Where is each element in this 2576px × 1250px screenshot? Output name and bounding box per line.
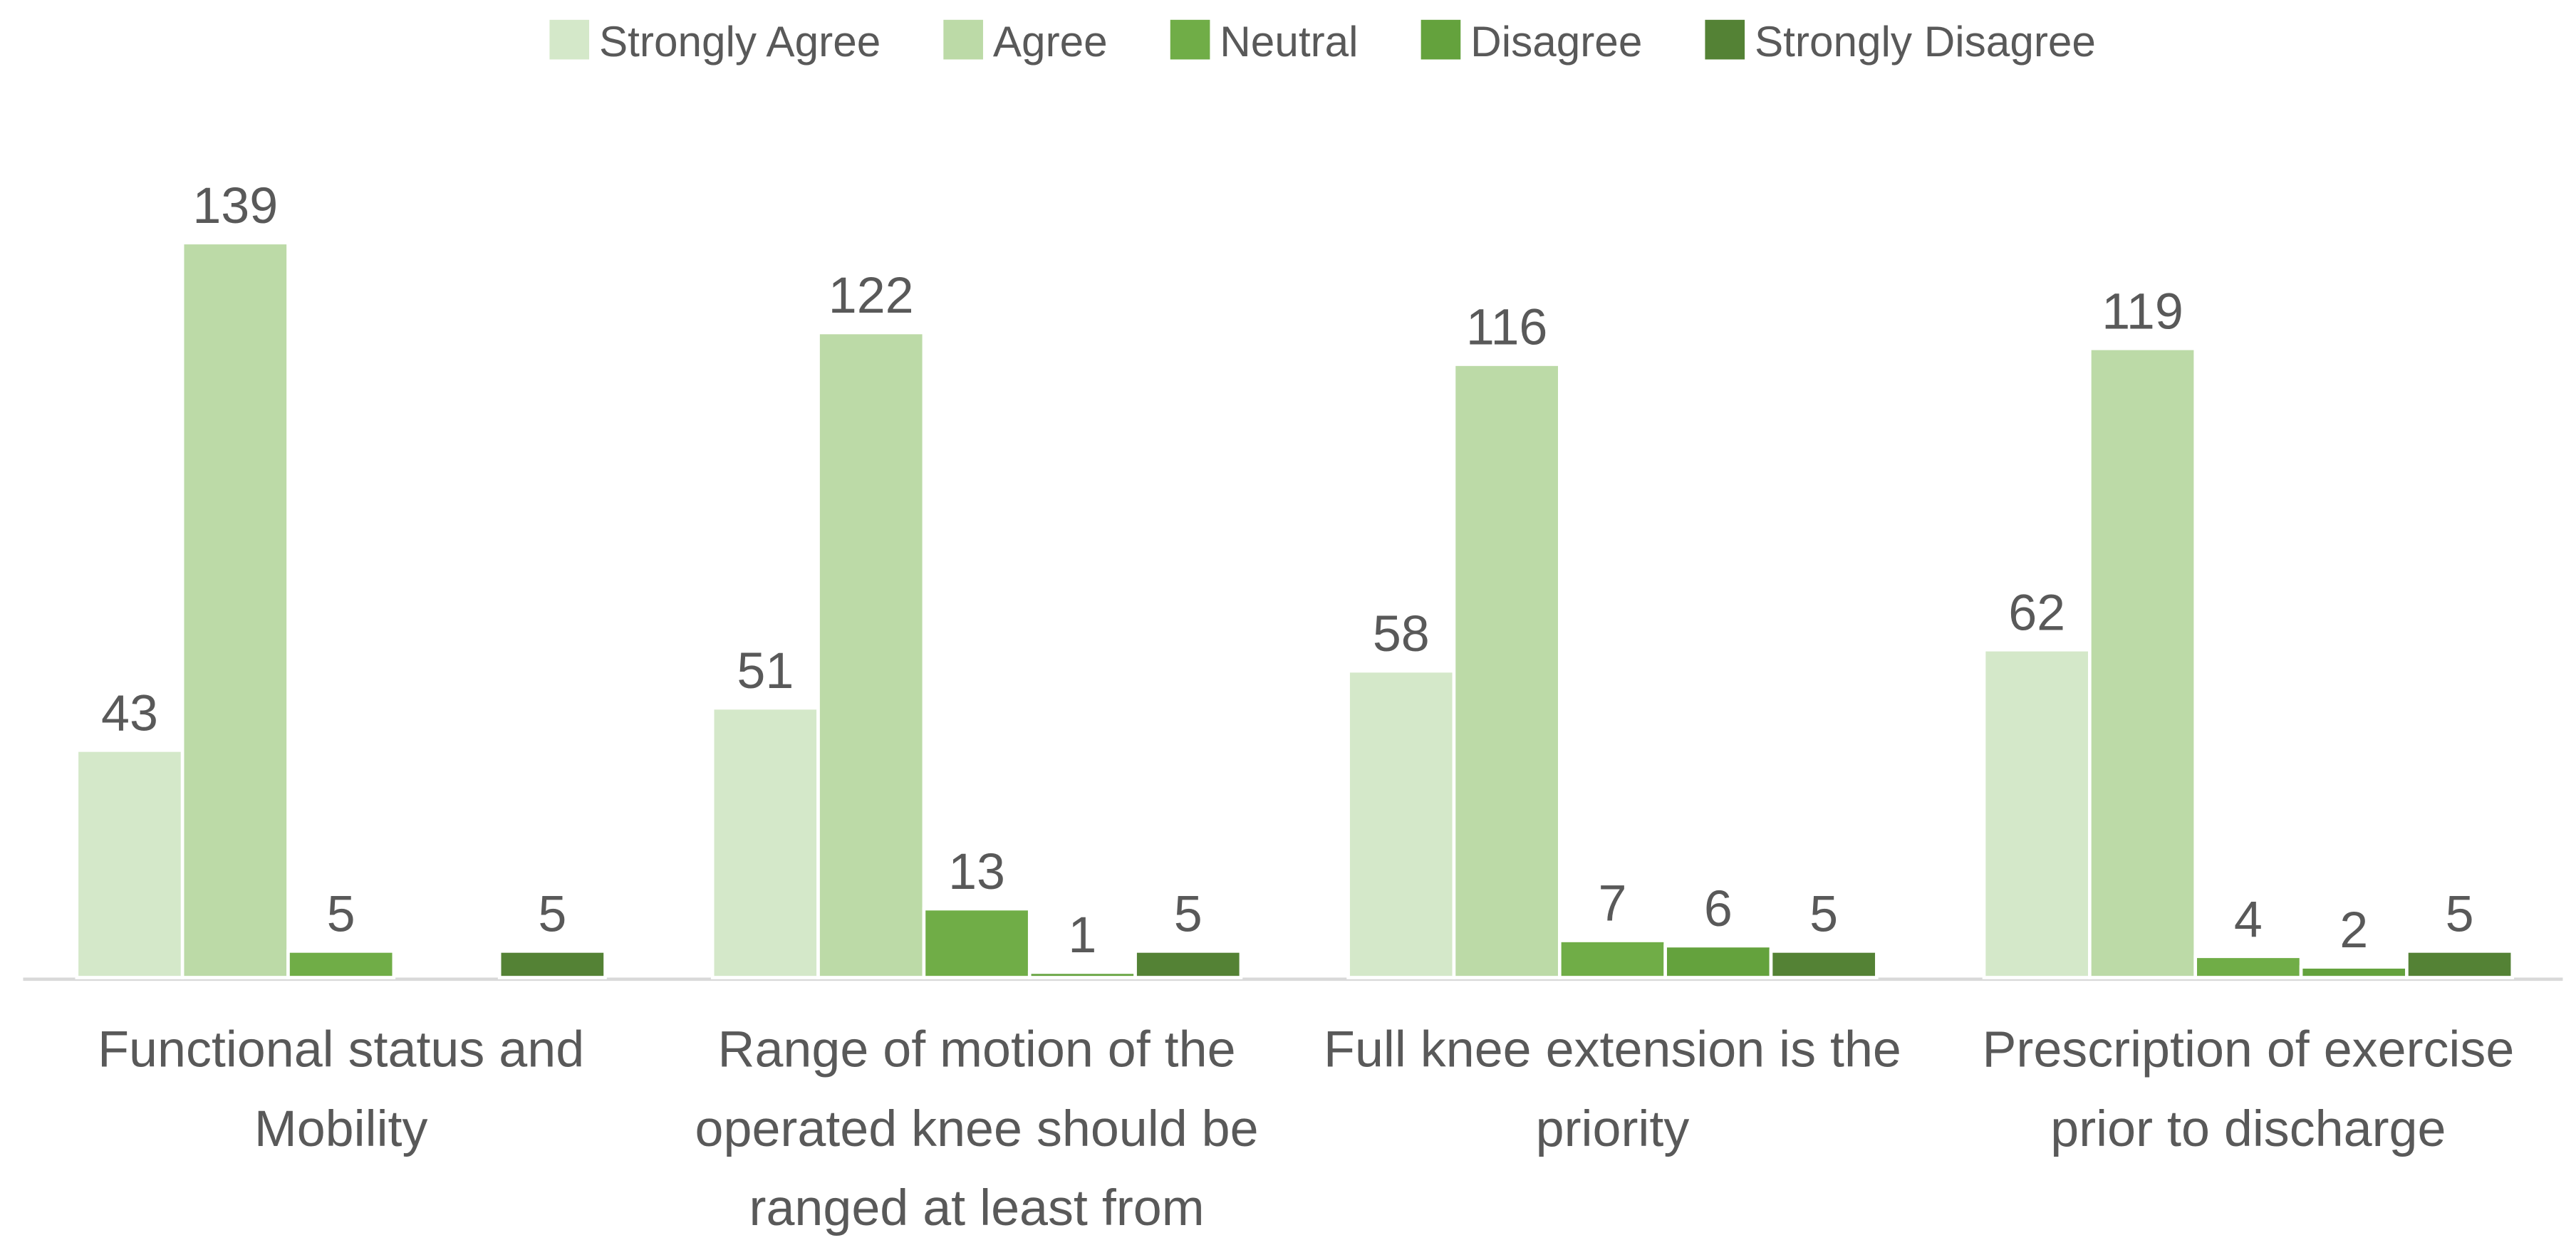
bar [1452,363,1562,979]
x-label-box: Full knee extension is the priority [1324,1020,1901,1158]
bar [180,241,290,979]
legend-label: Disagree [1470,17,1642,66]
data-label: 6 [1704,880,1733,937]
data-label: 1 [1068,907,1096,964]
x-label-box: Functional status and Mobility [98,1020,585,1158]
legend: Strongly Agree Agree Neutral Disagree Strong… [549,17,2096,66]
bar [497,949,607,979]
data-label: 7 [1598,875,1626,932]
bar [1557,939,1667,979]
x-label-box: Range of motion of the operated knee sho… [695,1020,1259,1237]
bar [816,330,926,979]
bar [922,907,1032,979]
data-label: 5 [327,886,355,943]
data-label: 13 [948,843,1005,900]
bar [286,949,396,979]
legend-label: Agree [993,17,1108,66]
bar [710,706,820,979]
legend-label: Neutral [1220,17,1358,66]
data-label: 116 [1466,299,1548,356]
bar [2299,965,2409,979]
bar [2088,346,2198,979]
legend-swatch [1705,19,1745,60]
data-label: 5 [538,886,566,943]
data-label: 51 [737,642,794,699]
data-label: 122 [829,267,914,324]
data-label: 5 [1174,886,1203,943]
bar [2193,954,2303,979]
bar [1982,647,2092,979]
bar [2405,949,2515,979]
legend-swatch [1170,19,1210,60]
legend-label: Strongly Disagree [1755,17,2096,66]
data-label: 139 [192,177,278,234]
x-tick-label: Full knee extension is the priority [1324,1020,1901,1158]
data-label: 43 [101,684,158,741]
data-label: 5 [1809,886,1838,943]
x-label-box: Prescription of exercise prior to discha… [1982,1020,2515,1158]
legend-swatch [943,19,983,60]
bar [1663,944,1773,979]
x-tick-label: Functional status and Mobility [98,1020,585,1158]
data-label: 62 [2008,584,2065,641]
bar [1027,970,1137,979]
legend-label: Strongly Agree [599,17,881,66]
data-label: 2 [2339,902,2368,959]
bar [1769,949,1879,979]
legend-swatch [1421,19,1461,60]
data-label: 5 [2446,886,2474,943]
data-label: 58 [1373,605,1430,662]
legend-swatch [549,19,590,60]
bar [1346,669,1456,979]
bar [75,749,185,979]
x-tick-label: Prescription of exercise prior to discha… [1982,1020,2515,1158]
bar [1133,949,1243,979]
x-tick-label: Range of motion of the operated knee sho… [695,1020,1259,1237]
data-label: 119 [2102,283,2183,340]
data-label: 4 [2234,891,2263,948]
